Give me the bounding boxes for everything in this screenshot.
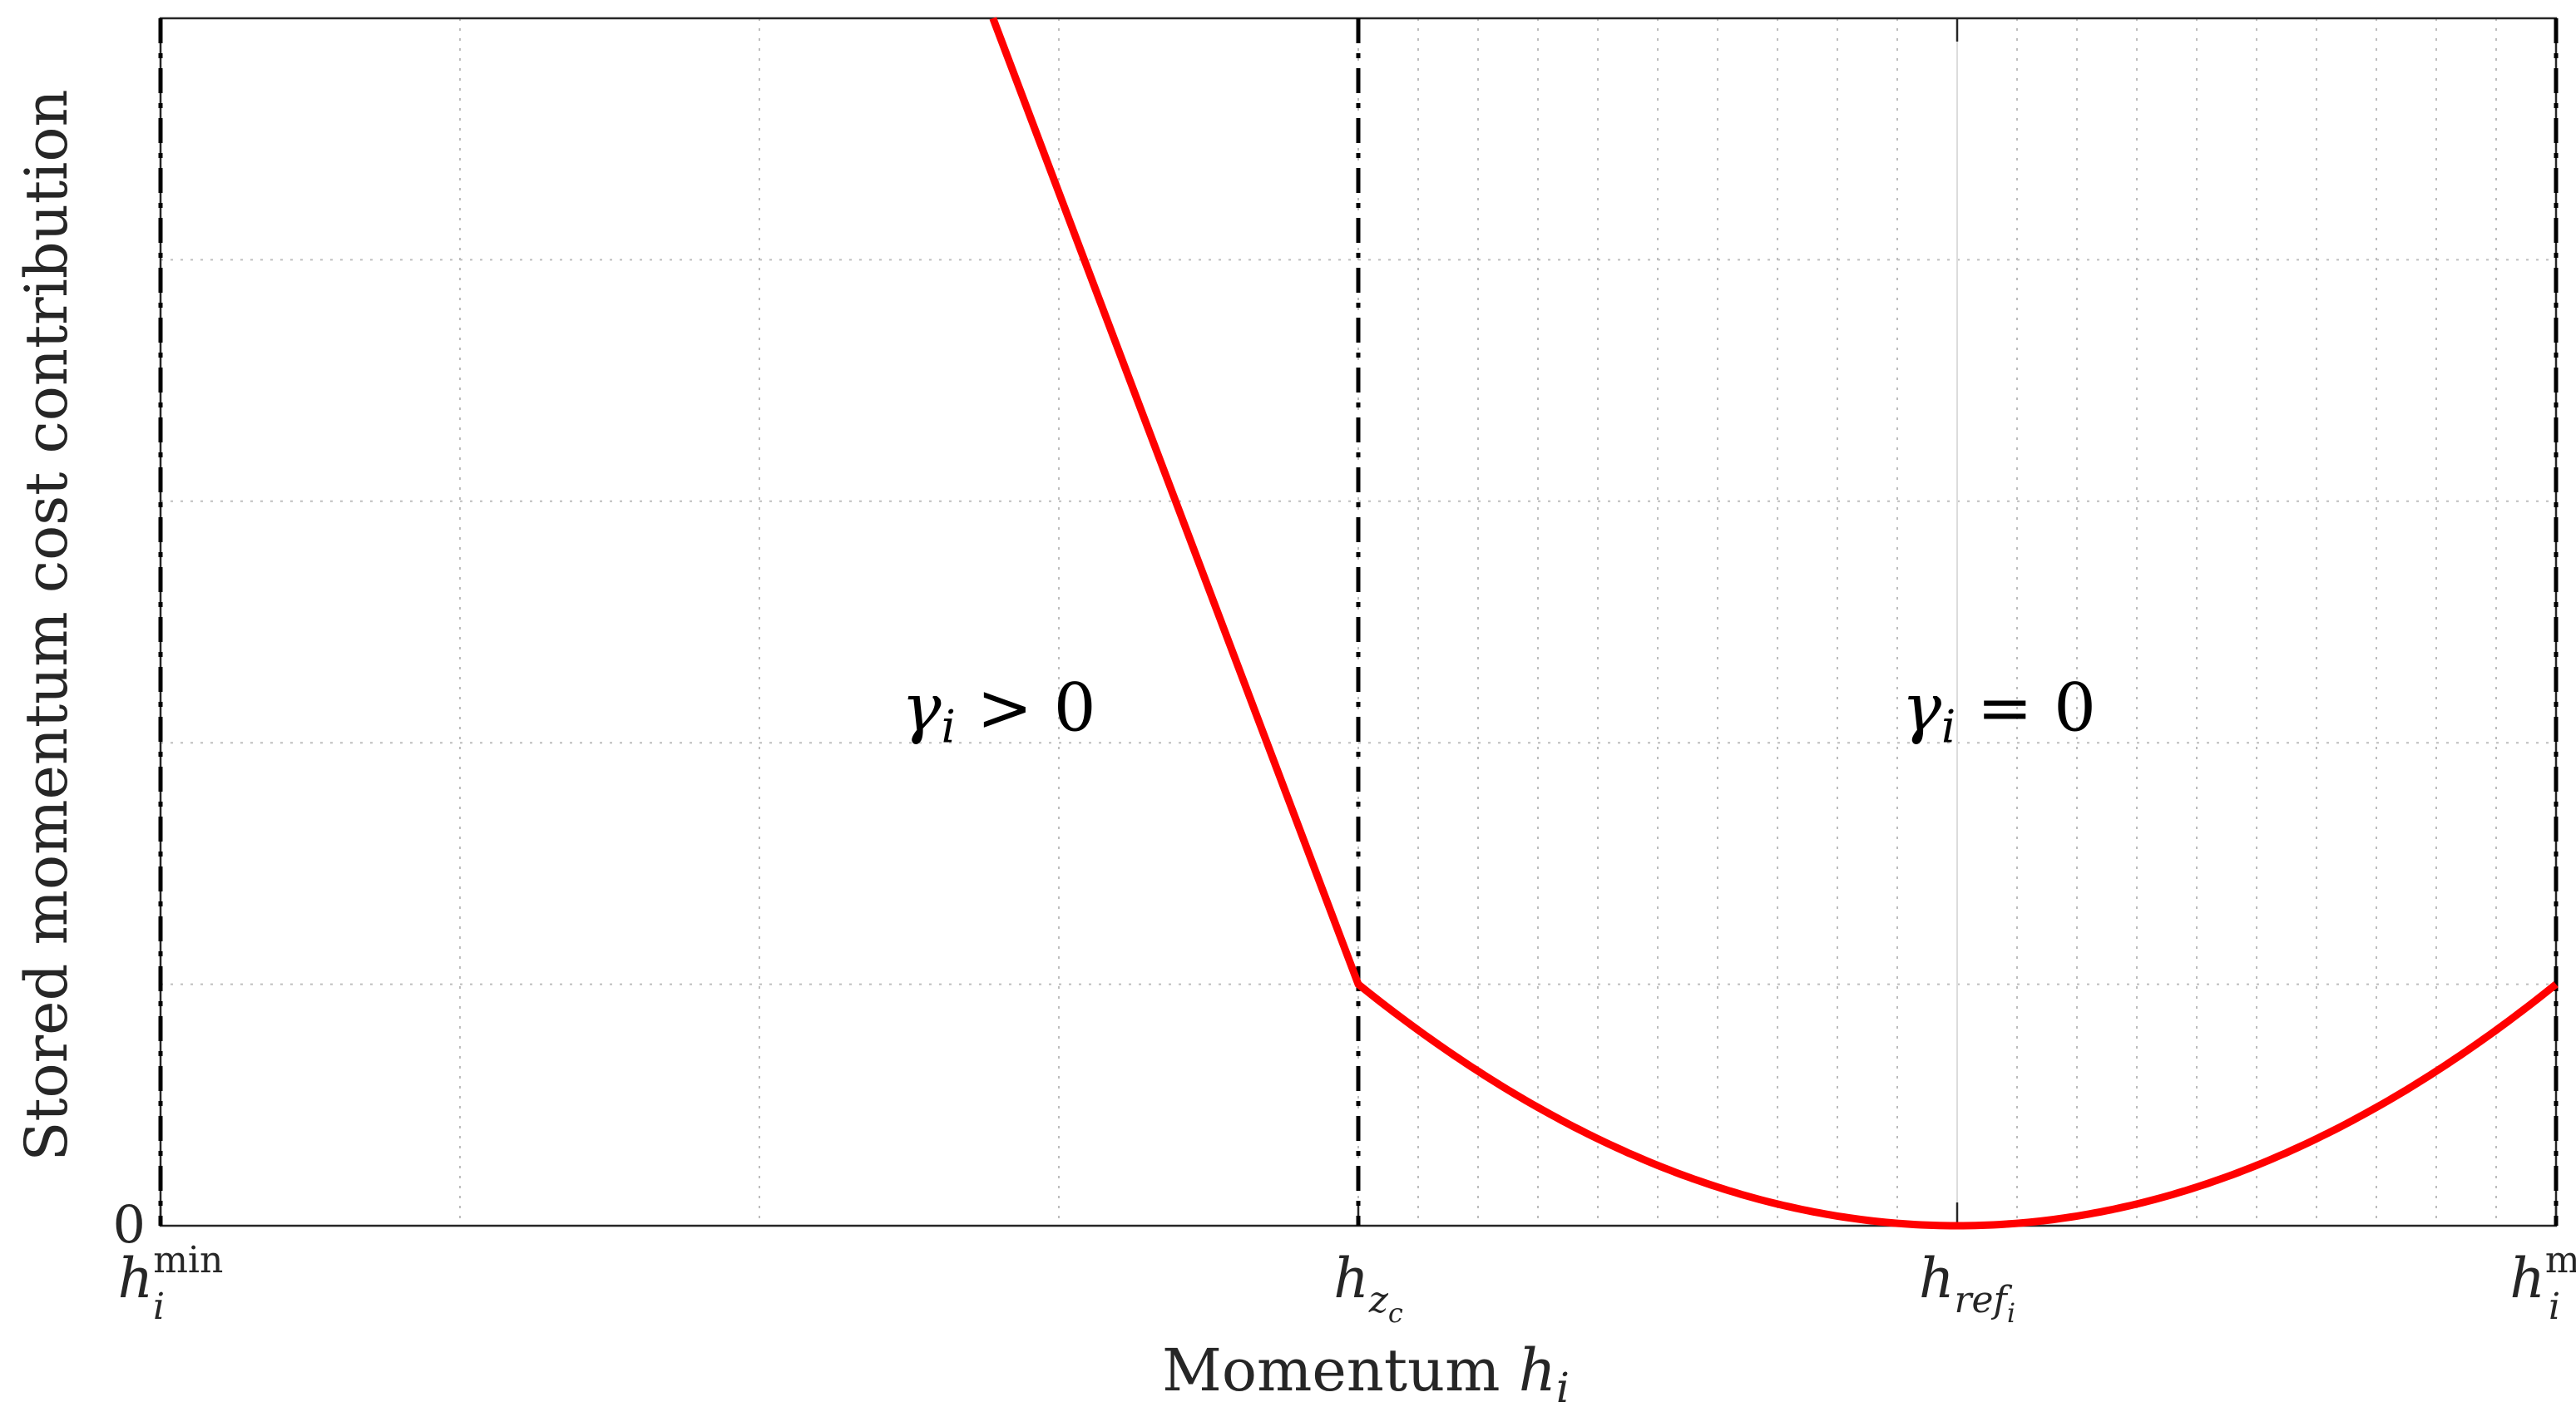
x-axis-label: Momentum hi (1162, 1336, 1570, 1412)
y-tick-label: 0 (113, 1194, 146, 1255)
series-cost-curve (989, 17, 2559, 1230)
x-tick-label: hzc (1333, 1247, 1403, 1329)
region-annotation: γi > 0 (902, 669, 1096, 753)
series-line (989, 17, 2559, 1230)
x-tick-label: hrefi (1919, 1247, 2015, 1329)
region-annotation: γi = 0 (1901, 669, 2096, 753)
annotations: γi > 0 γi = 0 (902, 669, 2096, 753)
y-tick-labels: 0 (113, 1194, 146, 1255)
vertical-reference-lines (158, 18, 2559, 1226)
y-axis-label: Stored momentum cost contribution (12, 89, 81, 1161)
x-tick-label: hmaxi (2509, 1239, 2576, 1328)
x-tick-label: hmin i (118, 1239, 224, 1328)
